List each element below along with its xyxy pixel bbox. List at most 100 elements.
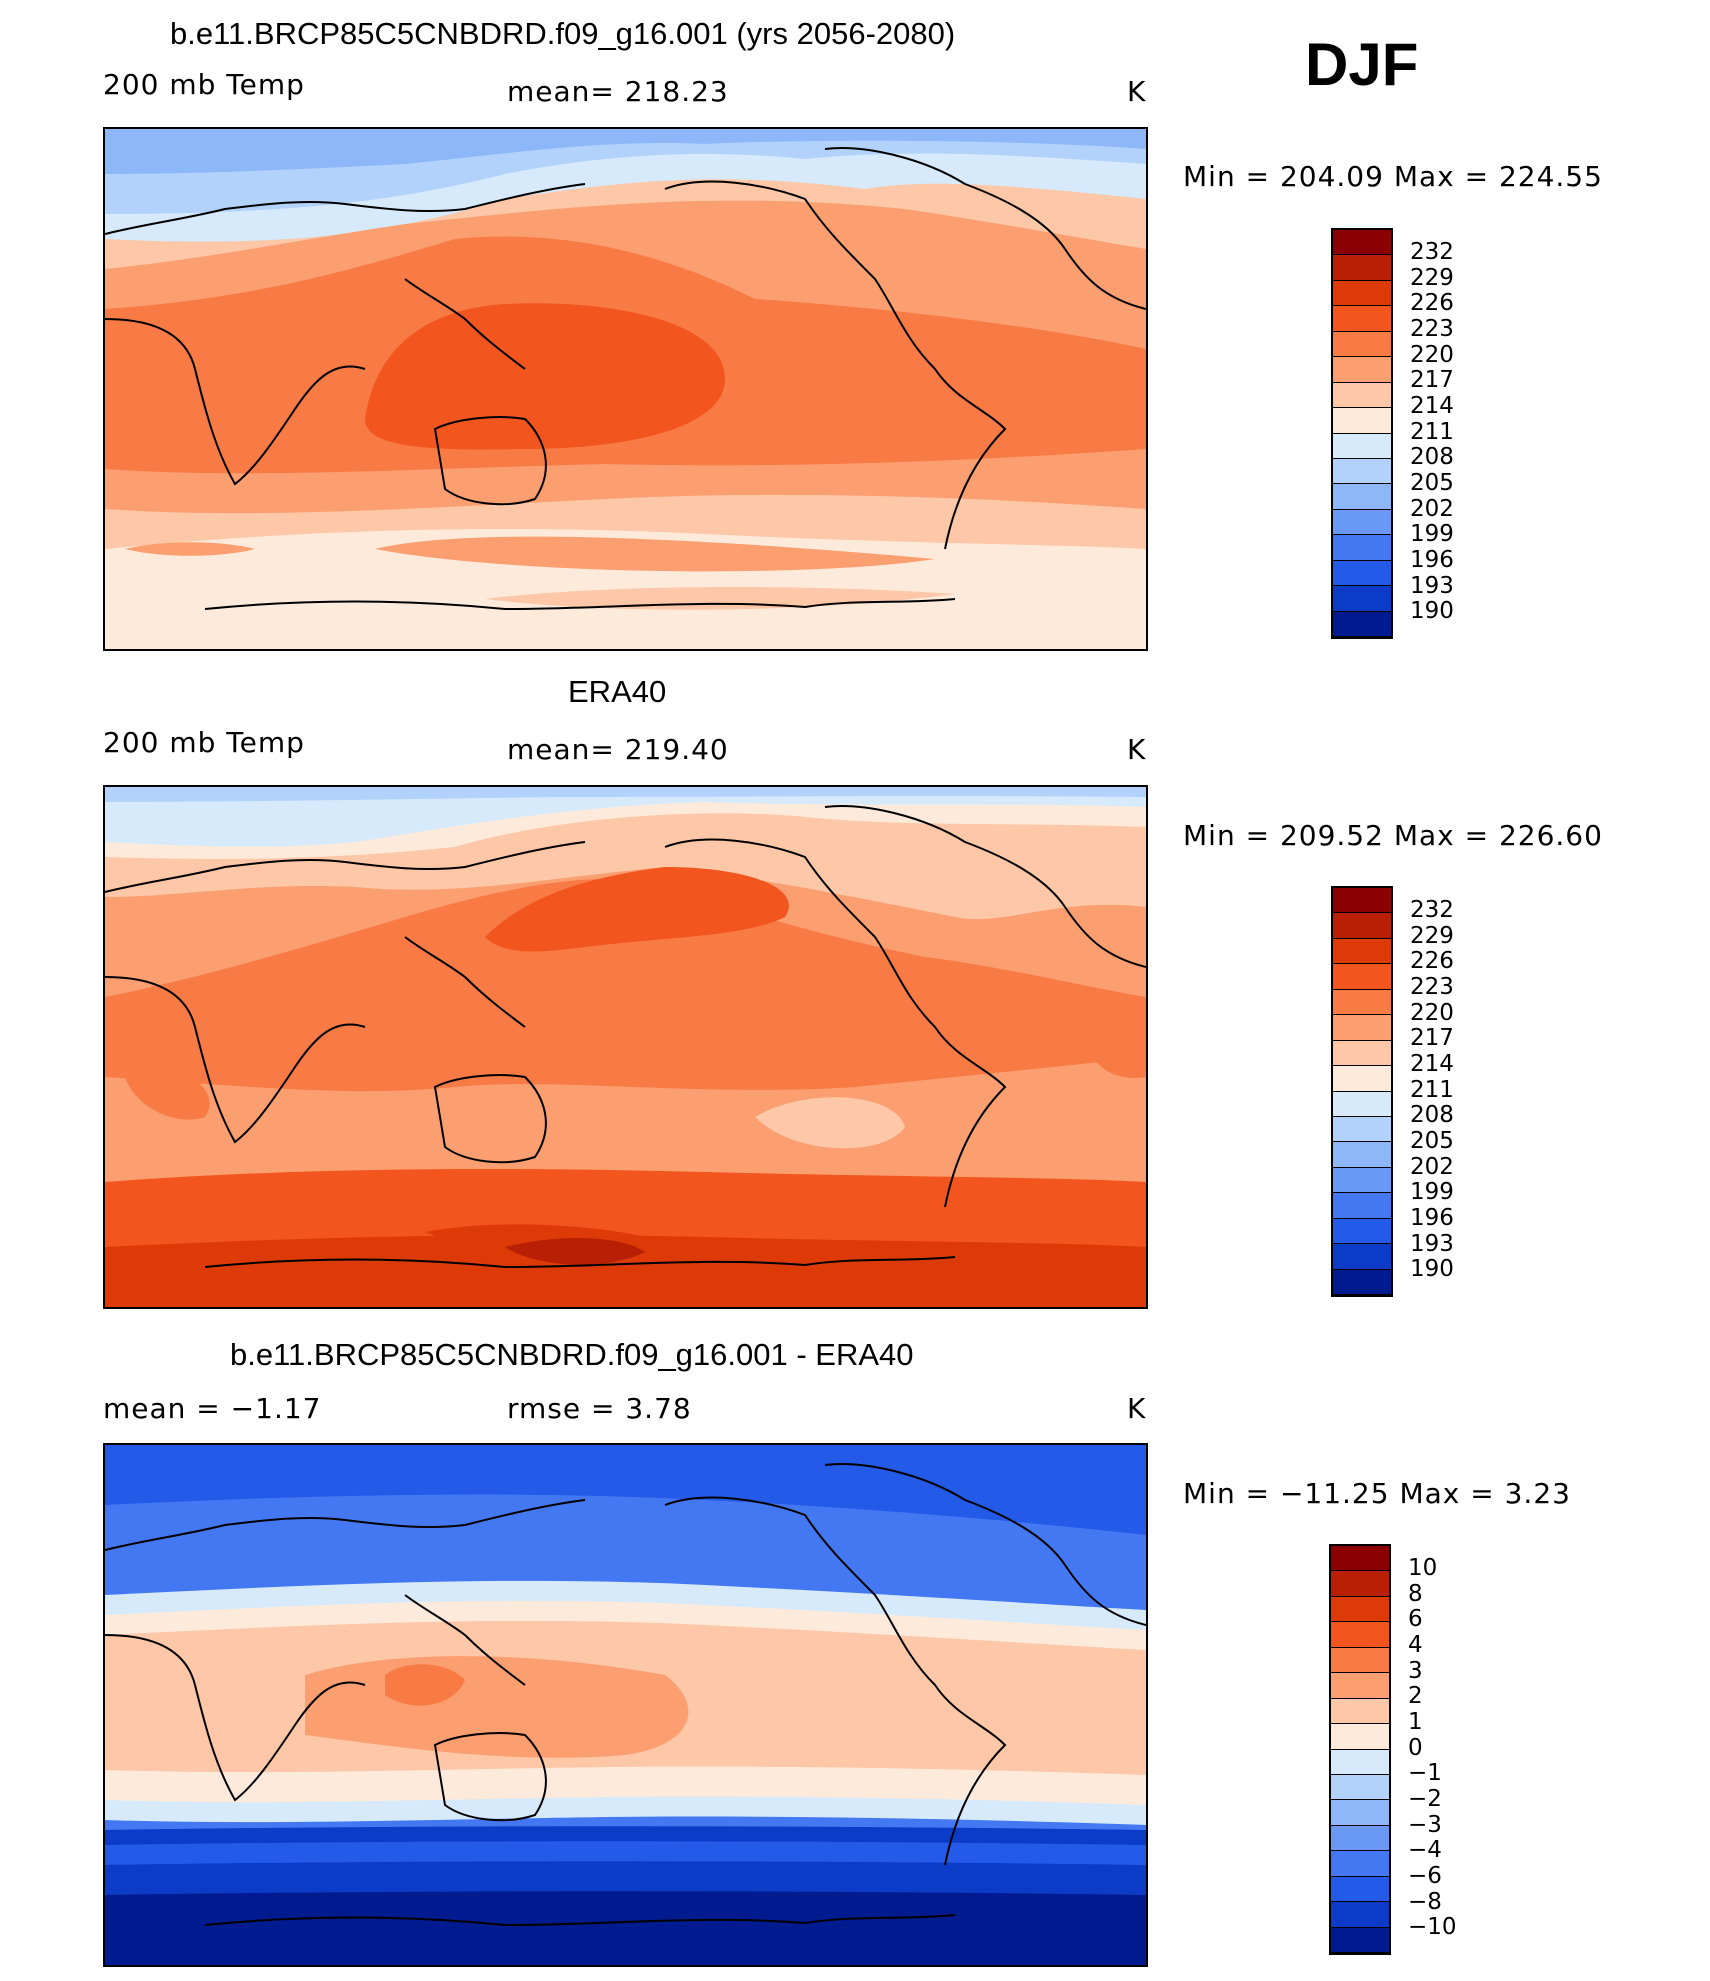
panel2-colorbar (1331, 886, 1393, 1297)
panel1-tick: 217 (1410, 367, 1454, 393)
colorbar-swatch (1331, 1774, 1389, 1801)
colorbar-swatch (1333, 586, 1391, 612)
colorbar-swatch (1331, 1851, 1389, 1877)
colorbar-swatch (1333, 535, 1391, 561)
panel2-tick: 214 (1410, 1051, 1454, 1077)
colorbar-swatch (1331, 1876, 1389, 1903)
panel3-tick: 0 (1408, 1735, 1423, 1761)
panel2-tick: 220 (1410, 1000, 1454, 1026)
panel3-title: b.e11.BRCP85C5CNBDRD.f09_g16.001 - ERA40 (230, 1337, 914, 1372)
colorbar-swatch (1333, 484, 1391, 510)
panel2-units: K (1127, 733, 1147, 766)
panel3-map-field (105, 1445, 1146, 1965)
panel2-tick: 211 (1410, 1077, 1454, 1103)
panel1-title: b.e11.BRCP85C5CNBDRD.f09_g16.001 (yrs 20… (170, 16, 956, 51)
colorbar-swatch (1331, 1698, 1389, 1725)
colorbar-swatch (1331, 1596, 1389, 1623)
panel1-tick: 214 (1410, 393, 1454, 419)
panel2-tick: 193 (1410, 1231, 1454, 1257)
colorbar-swatch (1333, 1244, 1391, 1270)
panel1-variable-label: 200 mb Temp (103, 68, 305, 101)
panel3-tick: −4 (1408, 1837, 1442, 1863)
panel3-tick: 8 (1408, 1581, 1423, 1607)
panel2-variable-label: 200 mb Temp (103, 726, 305, 759)
colorbar-swatch (1333, 913, 1391, 939)
colorbar-swatch (1331, 1673, 1389, 1699)
panel2-tick: 229 (1410, 923, 1454, 949)
panel3-tick: 6 (1408, 1606, 1423, 1632)
panel2-tick: 217 (1410, 1025, 1454, 1051)
colorbar-swatch (1333, 1269, 1391, 1295)
panel1-tick: 232 (1410, 239, 1454, 265)
panel1-units: K (1127, 75, 1147, 108)
panel1-colorbar-labels: 232 229 226 223 220 217 214 211 208 205 … (1410, 228, 1530, 639)
colorbar-swatch (1333, 938, 1391, 965)
panel2-tick: 223 (1410, 974, 1454, 1000)
colorbar-swatch (1333, 1218, 1391, 1245)
colorbar-swatch (1333, 1116, 1391, 1143)
panel1-tick: 208 (1410, 444, 1454, 470)
colorbar-swatch (1333, 331, 1391, 358)
colorbar-swatch (1333, 1193, 1391, 1219)
colorbar-swatch (1333, 1015, 1391, 1041)
colorbar-swatch (1333, 989, 1391, 1016)
colorbar-swatch (1333, 408, 1391, 434)
panel3-colorbar (1329, 1544, 1391, 1955)
colorbar-swatch (1331, 1927, 1389, 1953)
colorbar-swatch (1333, 230, 1391, 256)
colorbar-swatch (1331, 1571, 1389, 1597)
panel1-tick: 199 (1410, 521, 1454, 547)
panel3-map (103, 1443, 1148, 1967)
panel3-tick: −1 (1408, 1760, 1442, 1786)
panel1-map (103, 127, 1148, 651)
panel3-colorbar-labels: 10 8 6 4 3 2 1 0 −1 −2 −3 −4 −6 −8 −10 (1408, 1544, 1528, 1955)
colorbar-swatch (1333, 964, 1391, 990)
panel1-tick: 220 (1410, 342, 1454, 368)
panel1-tick: 193 (1410, 573, 1454, 599)
panel2-tick: 232 (1410, 897, 1454, 923)
colorbar-swatch (1331, 1902, 1389, 1928)
panel1-mean-label: mean= 218.23 (507, 75, 729, 108)
panel3-tick: 2 (1408, 1683, 1423, 1709)
colorbar-swatch (1333, 280, 1391, 307)
colorbar-swatch (1333, 458, 1391, 485)
panel1-map-field (105, 129, 1146, 649)
panel2-tick: 196 (1410, 1205, 1454, 1231)
panel1-tick: 205 (1410, 470, 1454, 496)
panel1-tick: 226 (1410, 290, 1454, 316)
panel2-tick: 202 (1410, 1154, 1454, 1180)
panel3-tick: −3 (1408, 1812, 1442, 1838)
colorbar-swatch (1331, 1724, 1389, 1750)
panel1-tick: 229 (1410, 265, 1454, 291)
colorbar-swatch (1333, 560, 1391, 587)
panel1-tick: 202 (1410, 496, 1454, 522)
panel3-tick: −6 (1408, 1863, 1442, 1889)
panel2-tick: 208 (1410, 1102, 1454, 1128)
panel2-map (103, 785, 1148, 1309)
colorbar-swatch (1331, 1825, 1389, 1852)
panel3-tick: 4 (1408, 1632, 1423, 1658)
colorbar-swatch (1333, 611, 1391, 637)
colorbar-swatch (1333, 433, 1391, 459)
colorbar-swatch (1333, 306, 1391, 332)
panel2-title: ERA40 (568, 674, 667, 709)
panel3-tick: −10 (1408, 1914, 1457, 1940)
colorbar-swatch (1331, 1749, 1389, 1775)
panel2-tick: 199 (1410, 1179, 1454, 1205)
panel1-tick: 211 (1410, 419, 1454, 445)
panel3-units: K (1127, 1392, 1147, 1425)
colorbar-swatch (1331, 1622, 1389, 1648)
colorbar-swatch (1331, 1546, 1389, 1572)
colorbar-swatch (1333, 1066, 1391, 1092)
panel3-minmax: Min = −11.25 Max = 3.23 (1183, 1477, 1571, 1510)
panel2-mean-label: mean= 219.40 (507, 733, 729, 766)
panel1-colorbar (1331, 228, 1393, 639)
colorbar-swatch (1333, 255, 1391, 281)
panel3-tick: −8 (1408, 1889, 1442, 1915)
colorbar-swatch (1333, 1040, 1391, 1067)
panel3-rmse-label: rmse = 3.78 (507, 1392, 692, 1425)
panel2-map-field (105, 787, 1146, 1307)
colorbar-swatch (1333, 888, 1391, 914)
season-label: DJF (1305, 31, 1419, 98)
colorbar-swatch (1331, 1800, 1389, 1826)
